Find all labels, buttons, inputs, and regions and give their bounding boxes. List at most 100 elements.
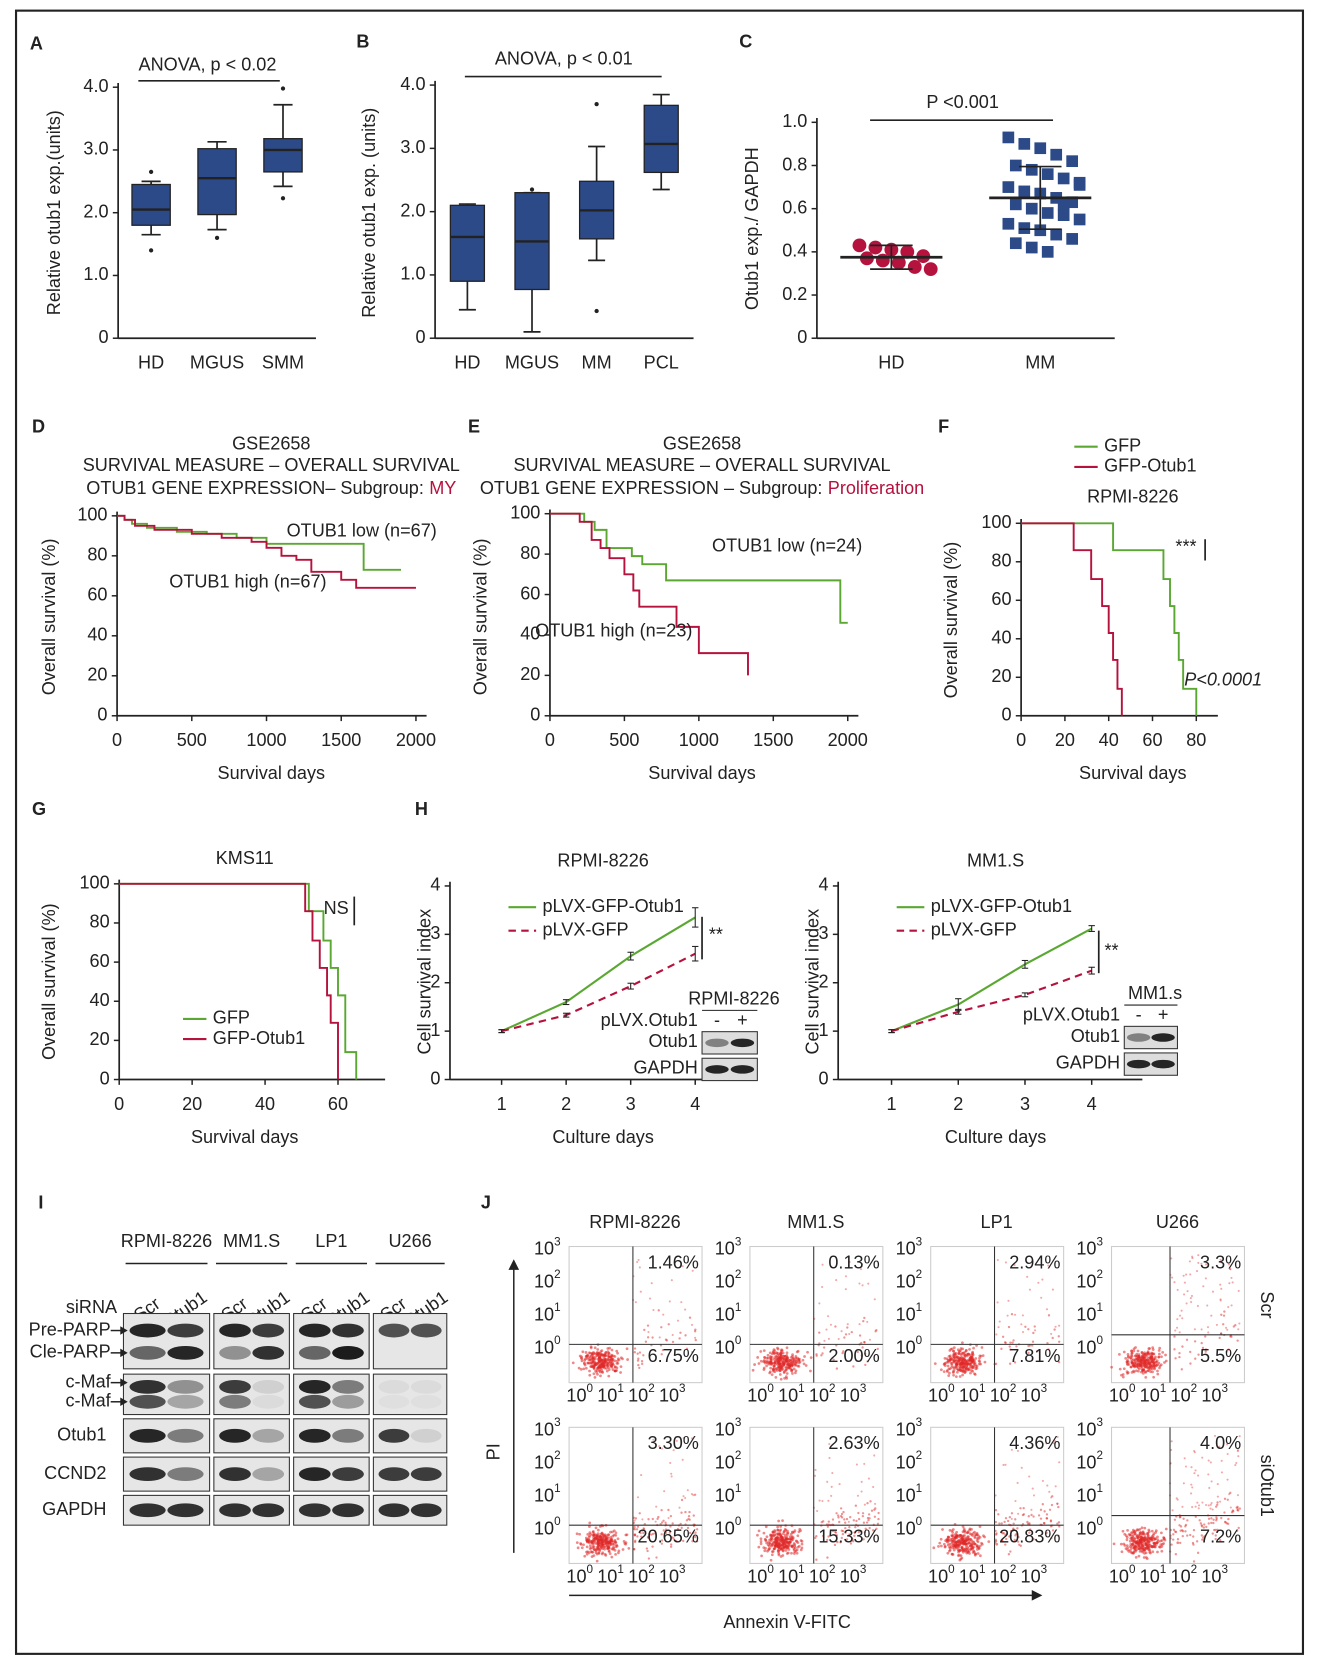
event-dot <box>1219 1258 1222 1261</box>
event-dot <box>800 1546 804 1550</box>
event-dot <box>997 1513 1000 1516</box>
x-tick-label: 2000 <box>396 730 436 750</box>
blot-row-label: c-Maf <box>65 1371 111 1391</box>
tick-label: 102 <box>809 1563 836 1586</box>
box <box>643 104 679 174</box>
event-dot <box>971 1540 974 1544</box>
event-dot <box>655 1556 658 1559</box>
quadrant-percent: 2.63% <box>828 1433 879 1453</box>
event-dot <box>1191 1506 1194 1509</box>
x-tick-label: HD <box>138 353 164 373</box>
event-dot <box>1174 1357 1177 1360</box>
data-point <box>1073 179 1086 191</box>
x-tick-label: SMM <box>262 353 304 373</box>
event-dot <box>651 1517 654 1521</box>
tick-label: 102 <box>628 1382 655 1405</box>
event-dot <box>586 1361 590 1365</box>
event-dot <box>1128 1533 1132 1537</box>
x-tick-label: 1000 <box>246 730 286 750</box>
tick-label: 103 <box>659 1382 686 1405</box>
event-dot <box>806 1350 809 1354</box>
event-dot <box>1140 1526 1144 1530</box>
event-dot <box>1182 1274 1185 1277</box>
event-dot <box>971 1531 975 1535</box>
tick-base: 10 <box>840 1385 860 1405</box>
title-line: SURVIVAL MEASURE – OVERALL SURVIVAL <box>513 455 890 475</box>
event-dot <box>787 1548 791 1551</box>
event-dot <box>861 1512 865 1515</box>
tick-exp: 3 <box>860 1382 867 1395</box>
event-dot <box>1225 1350 1228 1353</box>
event-dot <box>1147 1367 1151 1370</box>
event-dot <box>1125 1538 1129 1542</box>
event-dot <box>774 1367 778 1371</box>
event-dot <box>626 1358 629 1361</box>
event-dot <box>783 1533 787 1537</box>
event-dot <box>1125 1360 1129 1363</box>
event-dot <box>958 1375 962 1378</box>
event-dot <box>969 1371 972 1375</box>
event-dot <box>828 1456 831 1460</box>
event-dot <box>639 1290 642 1293</box>
event-dot <box>1170 1440 1173 1443</box>
event-dot <box>831 1471 834 1475</box>
event-dot <box>1210 1314 1213 1317</box>
x-tick-label: MM <box>582 353 612 373</box>
survival-curve <box>119 882 339 1080</box>
event-dot <box>678 1337 681 1340</box>
event-dot <box>780 1357 784 1361</box>
y-tick-label: 80 <box>90 912 110 932</box>
tick-exp: 1 <box>979 1563 986 1576</box>
event-dot <box>1137 1547 1141 1550</box>
event-dot <box>1047 1264 1050 1267</box>
event-dot <box>792 1552 796 1555</box>
event-dot <box>1176 1538 1180 1541</box>
event-dot <box>1228 1493 1231 1496</box>
event-dot <box>642 1354 645 1357</box>
event-dot <box>1157 1349 1161 1352</box>
blot-band <box>167 1345 204 1360</box>
event-dot <box>1012 1522 1015 1525</box>
event-dot <box>974 1357 978 1360</box>
event-dot <box>863 1316 866 1320</box>
event-dot <box>857 1511 860 1515</box>
tick-base: 10 <box>896 1485 916 1505</box>
event-dot <box>769 1558 773 1562</box>
event-dot <box>1151 1370 1154 1374</box>
event-dot <box>835 1279 838 1282</box>
y-tick-label: 4 <box>430 875 440 895</box>
event-dot <box>778 1532 782 1536</box>
event-dot <box>955 1359 958 1362</box>
event-dot <box>1033 1325 1036 1328</box>
tick-label: 101 <box>778 1563 805 1586</box>
tick-base: 10 <box>715 1337 735 1357</box>
chart-title: SURVIVAL MEASURE – OVERALL SURVIVAL <box>83 455 460 475</box>
event-dot <box>641 1529 644 1532</box>
tick-base: 10 <box>1171 1385 1191 1405</box>
blot-band <box>298 1379 331 1394</box>
event-dot <box>860 1341 863 1345</box>
event-dot <box>1197 1504 1201 1507</box>
event-dot <box>1045 1308 1049 1311</box>
event-dot <box>1120 1550 1124 1554</box>
event-dot <box>615 1359 619 1363</box>
event-dot <box>848 1533 851 1536</box>
event-dot <box>821 1499 824 1503</box>
series-label: OTUB1 low (n=67) <box>287 521 437 541</box>
event-dot <box>1186 1519 1189 1522</box>
event-dot <box>1185 1302 1188 1305</box>
arrow-head <box>120 1348 128 1358</box>
y-axis-label: Relative otub1 exp.(units) <box>44 110 64 315</box>
tick-label: 101 <box>1140 1563 1167 1586</box>
event-dot <box>994 1520 997 1524</box>
tick-label: 100 <box>747 1563 774 1586</box>
event-dot <box>1030 1513 1033 1517</box>
event-dot <box>1172 1538 1175 1541</box>
event-dot <box>606 1350 610 1353</box>
event-dot <box>951 1533 955 1537</box>
event-dot <box>1001 1335 1005 1338</box>
tick-base: 10 <box>715 1238 735 1258</box>
event-dot <box>1122 1542 1126 1546</box>
event-dot <box>590 1357 594 1361</box>
x-tick-label: 60 <box>328 1094 348 1114</box>
